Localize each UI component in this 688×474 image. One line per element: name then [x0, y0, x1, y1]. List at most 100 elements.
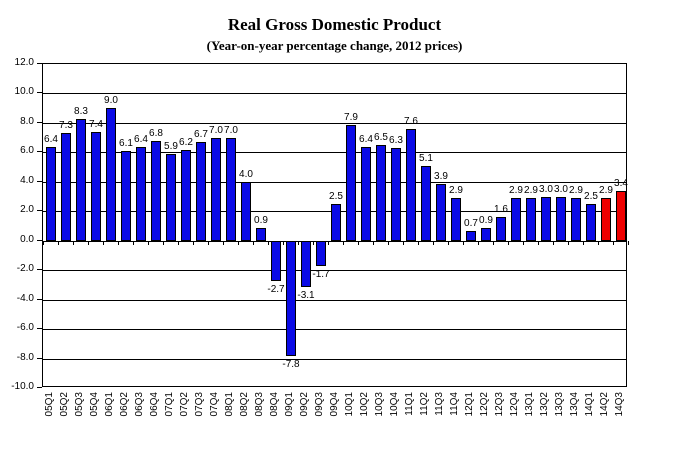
- y-axis-tick: [37, 240, 42, 241]
- x-axis-tick-label: 07Q4: [209, 392, 220, 417]
- x-axis-tick-label: 07Q1: [164, 392, 175, 417]
- category-axis-tick: [433, 241, 434, 245]
- category-axis-tick: [628, 241, 629, 245]
- y-axis-tick-label: 12.0: [14, 57, 34, 68]
- y-axis-tick-label: -4.0: [16, 293, 34, 304]
- bar-value-label: 6.7: [194, 129, 208, 140]
- chart-title: Real Gross Domestic Product: [227, 15, 442, 34]
- y-axis-tick-label: -10.0: [11, 381, 34, 392]
- x-axis-tick-label: 10Q4: [389, 392, 400, 417]
- category-axis-tick: [283, 241, 284, 245]
- bar-09Q4: [331, 204, 341, 241]
- bar-11Q3: [436, 184, 446, 241]
- x-axis-tick-label: 13Q4: [569, 392, 580, 417]
- x-axis-tick-label: 07Q3: [194, 392, 205, 417]
- plot-area: 6.4 7.3 8.3 7.4 9.0 6.1 6.4 6.8 5.9 6.2 6.7 7.0 7.0 4…: [42, 63, 629, 387]
- x-axis-tick-label: 09Q3: [314, 392, 325, 417]
- bar-05Q4: [91, 132, 101, 241]
- bar-11Q1: [406, 129, 416, 241]
- y-axis-tick: [37, 358, 42, 359]
- category-axis-tick: [253, 241, 254, 245]
- y-axis-tick: [37, 269, 42, 270]
- x-axis-tick-label: 12Q2: [479, 392, 490, 417]
- y-axis-tick: [37, 210, 42, 211]
- gridline: [43, 152, 626, 153]
- bar-13Q3: [556, 197, 566, 241]
- x-axis-tick-label: 09Q4: [329, 392, 340, 417]
- category-axis-tick: [598, 241, 599, 245]
- y-axis-tick-label: 0.0: [20, 234, 34, 245]
- bar-12Q4: [511, 198, 521, 241]
- y-axis-tick-label: -6.0: [16, 322, 34, 333]
- x-axis-tick-label: 11Q3: [434, 392, 445, 416]
- bar-value-label: 7.3: [59, 120, 73, 131]
- bar-value-label: 3.9: [434, 171, 448, 182]
- bar-value-label: 2.9: [509, 185, 523, 196]
- y-axis-tick: [37, 387, 42, 388]
- category-axis-tick: [418, 241, 419, 245]
- x-axis-tick-label: 12Q1: [464, 392, 475, 417]
- bar-08Q2: [241, 182, 251, 241]
- bar-10Q1: [346, 125, 356, 241]
- bar-value-label: 3.4: [614, 178, 628, 189]
- y-axis-tick: [37, 328, 42, 329]
- category-axis-tick: [223, 241, 224, 245]
- x-axis-tick-label: 07Q2: [179, 392, 190, 417]
- gridline: [43, 270, 626, 271]
- x-axis-tick-label: 05Q4: [89, 392, 100, 417]
- bar-value-label: -1.7: [312, 269, 330, 280]
- category-axis-tick: [328, 241, 329, 245]
- bar-07Q3: [196, 142, 206, 241]
- bar-value-label: 7.6: [404, 116, 418, 127]
- x-axis-tick-label: 05Q3: [74, 392, 85, 417]
- bar-value-label: 0.7: [464, 218, 478, 229]
- category-axis-tick: [118, 241, 119, 245]
- bar-value-label: 6.2: [179, 137, 193, 148]
- category-axis-tick: [148, 241, 149, 245]
- x-axis-tick-label: 09Q2: [299, 392, 310, 417]
- category-axis-tick: [103, 241, 104, 245]
- category-axis-tick: [163, 241, 164, 245]
- y-axis-tick: [37, 151, 42, 152]
- bar-value-label: 6.4: [134, 134, 148, 145]
- bar-value-label: 2.9: [449, 185, 463, 196]
- bar-05Q2: [61, 133, 71, 241]
- bar-value-label: 4.0: [239, 169, 253, 180]
- x-axis-tick-label: 08Q1: [224, 392, 235, 417]
- bar-12Q3: [496, 217, 506, 241]
- x-axis-tick-label: 12Q4: [509, 392, 520, 417]
- bar-value-label: 2.5: [329, 191, 343, 202]
- category-axis-tick: [463, 241, 464, 245]
- category-axis-tick: [133, 241, 134, 245]
- category-axis-tick: [358, 241, 359, 245]
- category-axis-tick: [403, 241, 404, 245]
- bar-06Q2: [121, 151, 131, 241]
- y-axis-tick: [37, 299, 42, 300]
- x-axis-tick-label: 14Q3: [614, 392, 625, 417]
- bar-09Q3: [316, 241, 326, 266]
- category-axis-tick: [448, 241, 449, 245]
- bar-09Q2: [301, 241, 311, 287]
- bar-value-label: -2.7: [267, 284, 285, 295]
- bar-value-label: 3.0: [554, 184, 568, 195]
- y-axis-tick-label: -8.0: [16, 352, 34, 363]
- category-axis-tick: [388, 241, 389, 245]
- x-axis-tick-label: 08Q4: [269, 392, 280, 417]
- bar-13Q4: [571, 198, 581, 241]
- bar-13Q2: [541, 197, 551, 241]
- bar-value-label: 6.1: [119, 138, 133, 149]
- bar-07Q1: [166, 154, 176, 241]
- y-axis-tick: [37, 92, 42, 93]
- bar-value-label: 5.1: [419, 153, 433, 164]
- bar-value-label: 6.8: [149, 128, 163, 139]
- bar-value-label: 7.0: [224, 125, 238, 136]
- bar-06Q4: [151, 141, 161, 241]
- bar-value-label: 9.0: [104, 95, 118, 106]
- y-axis-tick: [37, 63, 42, 64]
- bar-05Q3: [76, 119, 86, 241]
- x-axis-tick-label: 11Q2: [419, 392, 430, 416]
- bar-06Q1: [106, 108, 116, 241]
- y-axis-tick: [37, 122, 42, 123]
- y-axis-tick-label: 6.0: [20, 145, 34, 156]
- bar-value-label: 5.9: [164, 141, 178, 152]
